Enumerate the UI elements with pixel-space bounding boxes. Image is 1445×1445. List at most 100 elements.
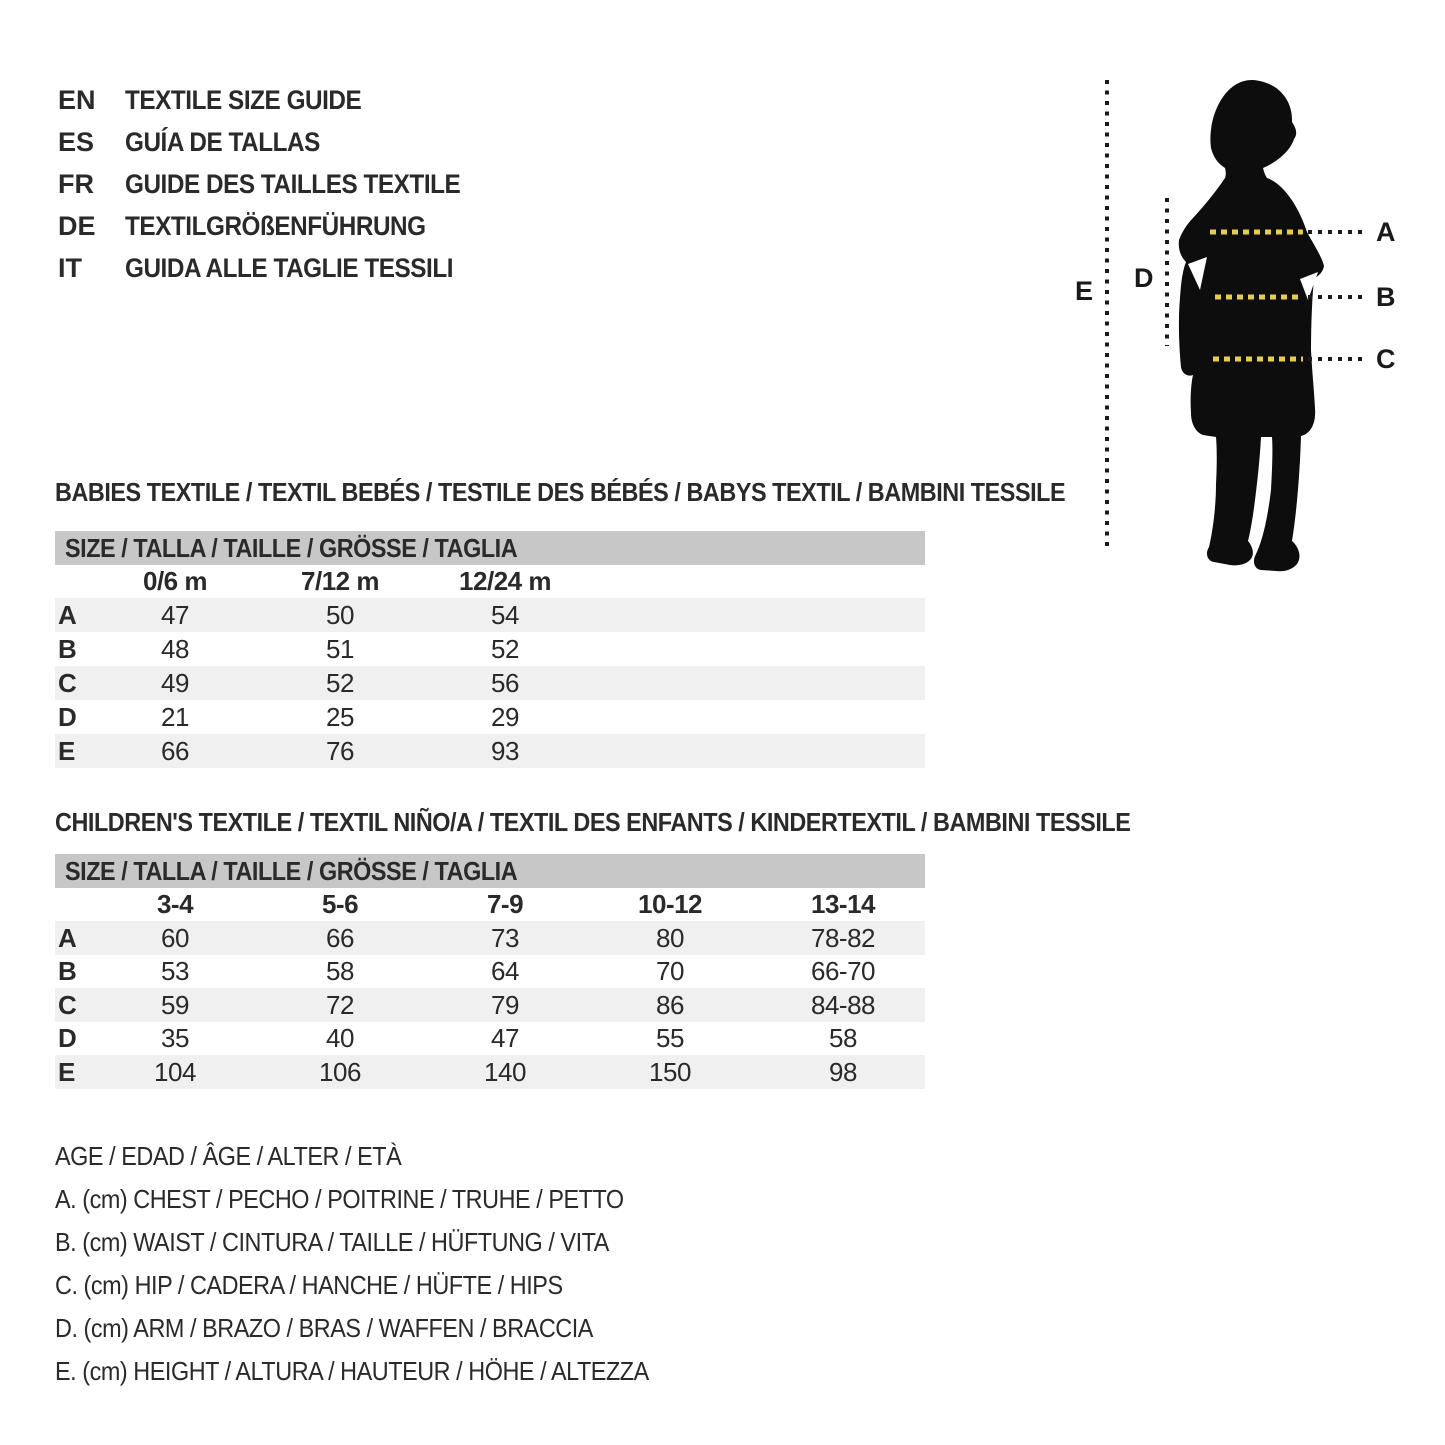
legend-text: E. (cm) HEIGHT / ALTURA / HAUTEUR / HÖHE…	[55, 1356, 649, 1386]
babies-column-header-row: 0/6 m 7/12 m 12/24 m	[55, 565, 925, 598]
language-row-it: IT GUIDA ALLE TAGLIE TESSILI	[58, 247, 498, 289]
babies-size-header-text: SIZE / TALLA / TAILLE / GRÖSSE / TAGLIA	[65, 532, 518, 563]
language-row-fr: FR GUIDE DES TAILLES TEXTILE	[58, 163, 498, 205]
underarm-notch-right	[1300, 272, 1318, 300]
row-label: D	[58, 1022, 77, 1053]
row-label: D	[58, 701, 77, 732]
language-title: GUÍA DE TALLAS	[125, 126, 320, 157]
row-label: C	[58, 667, 77, 698]
cell: 47	[491, 1022, 519, 1053]
row-label: A	[58, 599, 77, 630]
cell: 70	[656, 955, 684, 986]
column-header: 5-6	[321, 889, 359, 919]
cell: 98	[829, 1056, 857, 1087]
row-label: B	[58, 633, 77, 664]
cell: 56	[491, 667, 519, 698]
cell: 47	[161, 599, 189, 630]
cell: 66-70	[811, 955, 876, 986]
legend-text: C. (cm) HIP / CADERA / HANCHE / HÜFTE / …	[55, 1270, 563, 1300]
row-label: C	[58, 989, 77, 1020]
table-row: A 60 66 73 80 78-82	[55, 921, 925, 955]
figure-label-a: A	[1376, 217, 1396, 247]
cell: 52	[491, 633, 519, 664]
language-code: ES	[58, 126, 95, 157]
cell: 93	[491, 735, 519, 766]
language-title: GUIDA ALLE TAGLIE TESSILI	[125, 252, 454, 283]
cell: 40	[326, 1022, 354, 1053]
cell: 80	[656, 922, 684, 953]
cell: 64	[491, 955, 519, 986]
cell: 86	[656, 989, 684, 1020]
table-row: D 35 40 47 55 58	[55, 1021, 925, 1055]
row-label: E	[58, 735, 75, 766]
legend-text: A. (cm) CHEST / PECHO / POITRINE / TRUHE…	[55, 1184, 624, 1214]
language-title: TEXTILGRÖßENFÜHRUNG	[125, 210, 426, 241]
table-row: A 47 50 54	[55, 598, 925, 632]
row-label: B	[58, 955, 77, 986]
cell: 49	[161, 667, 189, 698]
cell: 72	[326, 989, 354, 1020]
cell: 53	[161, 955, 189, 986]
table-row: D 21 25 29	[55, 700, 925, 734]
table-row: E 66 76 93	[55, 734, 925, 768]
figure-label-c: C	[1376, 344, 1396, 374]
babies-size-header-bar: SIZE / TALLA / TAILLE / GRÖSSE / TAGLIA	[55, 531, 925, 565]
cell: 55	[656, 1022, 684, 1053]
language-code: DE	[58, 210, 96, 241]
measurement-figure: A B C D E	[1060, 60, 1445, 600]
cell: 150	[649, 1056, 691, 1087]
language-code: EN	[58, 84, 96, 115]
cell: 25	[326, 701, 354, 732]
children-size-header-text: SIZE / TALLA / TAILLE / GRÖSSE / TAGLIA	[65, 855, 518, 886]
cell: 51	[326, 633, 354, 664]
legend-line-height: E. (cm) HEIGHT / ALTURA / HAUTEUR / HÖHE…	[55, 1350, 715, 1393]
cell: 50	[326, 599, 354, 630]
language-code: IT	[58, 252, 82, 283]
column-header: 7-9	[486, 889, 524, 919]
cell: 59	[161, 989, 189, 1020]
table-row: B 53 58 64 70 66-70	[55, 954, 925, 988]
cell: 66	[326, 922, 354, 953]
legend-line-arm: D. (cm) ARM / BRAZO / BRAS / WAFFEN / BR…	[55, 1307, 715, 1350]
children-section-title: CHILDREN'S TEXTILE / TEXTIL NIÑO/A / TEX…	[55, 807, 1250, 838]
column-header: 12/24 m	[459, 566, 551, 596]
children-column-header-row: 3-4 5-6 7-9 10-12 13-14	[55, 888, 925, 921]
legend-line-hip: C. (cm) HIP / CADERA / HANCHE / HÜFTE / …	[55, 1264, 715, 1307]
table-row: C 49 52 56	[55, 666, 925, 700]
table-row: B 48 51 52	[55, 632, 925, 666]
column-header: 0/6 m	[143, 566, 208, 596]
cell: 66	[161, 735, 189, 766]
language-heading-list: EN TEXTILE SIZE GUIDE ES GUÍA DE TALLAS …	[58, 79, 498, 289]
cell: 21	[161, 701, 189, 732]
underarm-notch-left	[1188, 257, 1207, 290]
cell: 60	[161, 922, 189, 953]
cell: 84-88	[811, 989, 876, 1020]
measurement-legend: AGE / EDAD / ÂGE / ALTER / ETÀ A. (cm) C…	[55, 1135, 715, 1393]
cell: 58	[829, 1022, 857, 1053]
language-row-de: DE TEXTILGRÖßENFÜHRUNG	[58, 205, 498, 247]
figure-label-d: D	[1134, 263, 1154, 293]
column-header: 10-12	[638, 889, 703, 919]
children-section-title-text: CHILDREN'S TEXTILE / TEXTIL NIÑO/A / TEX…	[55, 807, 1131, 837]
cell: 52	[326, 667, 354, 698]
children-size-header-bar: SIZE / TALLA / TAILLE / GRÖSSE / TAGLIA	[55, 854, 925, 888]
language-title: TEXTILE SIZE GUIDE	[125, 84, 362, 115]
cell: 78-82	[811, 922, 876, 953]
cell: 73	[491, 922, 519, 953]
cell: 29	[491, 701, 519, 732]
cell: 48	[161, 633, 189, 664]
language-row-es: ES GUÍA DE TALLAS	[58, 121, 498, 163]
row-label: E	[58, 1056, 75, 1087]
cell: 76	[326, 735, 354, 766]
child-silhouette	[1178, 79, 1324, 572]
figure-label-e: E	[1075, 276, 1093, 306]
cell: 79	[491, 989, 519, 1020]
column-header: 13-14	[811, 889, 876, 919]
language-code: FR	[58, 168, 94, 199]
cell: 58	[326, 955, 354, 986]
language-row-en: EN TEXTILE SIZE GUIDE	[58, 79, 498, 121]
figure-label-b: B	[1376, 282, 1396, 312]
cell: 35	[161, 1022, 189, 1053]
legend-text: B. (cm) WAIST / CINTURA / TAILLE / HÜFTU…	[55, 1227, 609, 1257]
language-title: GUIDE DES TAILLES TEXTILE	[125, 168, 461, 199]
